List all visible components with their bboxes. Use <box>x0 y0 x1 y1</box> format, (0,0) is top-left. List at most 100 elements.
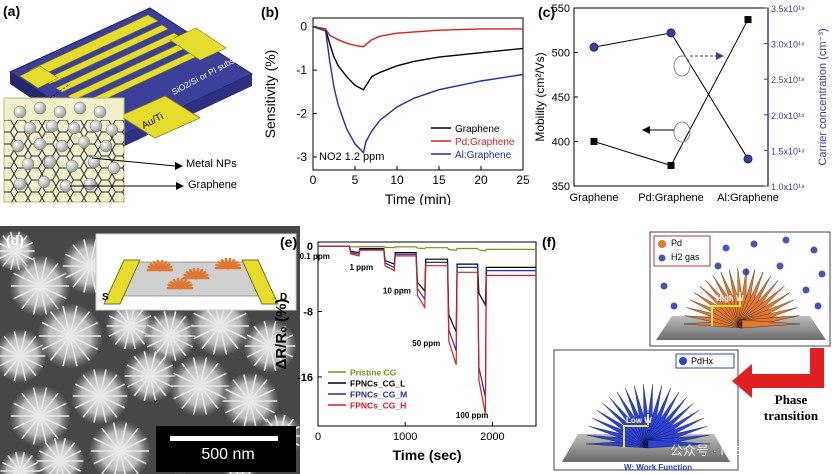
legend-entry: FPNCs_CG_L <box>350 379 405 389</box>
series-line-pristine-cg <box>318 245 536 252</box>
legend-entry: Graphene <box>455 124 500 135</box>
legend-entry: FPNCs_CG_M <box>350 390 407 400</box>
nanoflower <box>222 373 278 429</box>
petal <box>647 439 711 449</box>
h2-molecule <box>660 282 668 290</box>
pdhx-legend-icon <box>679 357 687 365</box>
nanoflower <box>244 320 296 372</box>
plot-frame <box>317 241 537 427</box>
inset-nanoflower <box>166 277 194 290</box>
phase-transition-label: Phase transition <box>763 392 819 423</box>
nanoflower <box>190 296 250 356</box>
concentration-label: 0.1 ppm <box>300 252 330 261</box>
metal-nanoparticle <box>65 159 79 173</box>
y-tick-label: 500 <box>552 48 570 60</box>
x-category-label: Al:Graphene <box>717 192 779 204</box>
carrier-point <box>666 28 676 38</box>
y-tick-label: 550 <box>552 3 570 15</box>
panel-label-c: (c) <box>538 4 556 20</box>
nanoflower <box>0 330 46 382</box>
chart-c: 350 400 450 500 550 1.0x10¹⁹ 1.5x10¹⁹ 2.0x10¹⁹ 2… <box>533 3 829 204</box>
pdhx-legend-label: PdHx <box>691 356 714 366</box>
nanoflower <box>10 256 70 316</box>
y-tick-label: 450 <box>552 92 570 104</box>
y-tick-label: 400 <box>552 137 570 149</box>
x-tick-label: 25 <box>516 173 530 187</box>
carrier-point <box>589 42 599 52</box>
metal-nanoparticle <box>45 119 59 133</box>
chart-b: 0 5 10 15 20 25 0 -1 -2 -3 Time (min) Sensitivity (… <box>262 17 530 205</box>
pdhx-legend-box <box>675 353 735 369</box>
metal-nanoparticle <box>13 105 27 119</box>
y-tick-label: -16 <box>297 372 313 384</box>
panel-label-d: (d) <box>6 232 24 248</box>
panel-label-b: (b) <box>261 4 279 20</box>
nanoflower <box>0 451 40 474</box>
x-tick-label: 2000 <box>480 431 504 443</box>
h2-molecule <box>714 262 722 270</box>
graphene-label: Graphene <box>188 179 237 191</box>
sem-image <box>0 226 300 474</box>
y-tick-label: 0 <box>300 20 307 34</box>
scalebar-box <box>156 426 296 472</box>
y2-axis-label: Carrier concentration (cm⁻³) <box>817 28 829 165</box>
watermark: 公众号 · MEMS <box>670 443 760 458</box>
y2-tick-label: 1.5x10¹⁹ <box>771 146 805 156</box>
metal-nanoparticle <box>89 119 103 133</box>
device-schematic <box>3 7 254 203</box>
metal-nanoparticle <box>99 139 113 153</box>
inset-nanoflower <box>146 259 174 272</box>
panel-label-f: (f) <box>542 234 556 250</box>
carrier-line <box>593 32 749 160</box>
metal-nanoparticle <box>83 177 97 191</box>
y-axis-label: Mobility (cm²/Vs) <box>533 52 547 141</box>
metal-nanoparticle <box>21 157 35 171</box>
nanoflower <box>10 386 70 446</box>
nps-pointer-line <box>91 157 176 167</box>
metal-nanoparticles <box>11 101 121 193</box>
panel-f: (f) Pd H2 gas PdHx High W Low W Phase tr… <box>540 226 832 474</box>
panel-label-a: (a) <box>3 3 21 19</box>
series-line-fpncs-cg-l <box>318 245 536 333</box>
carrier-guide-circle <box>673 55 691 77</box>
y-axis-label: Sensitivity (%) <box>262 50 278 139</box>
metal-nps-label: Metal NPs <box>186 158 237 170</box>
mechanism-schematic <box>553 231 831 471</box>
legend-entry: Pd:Graphene <box>455 137 515 148</box>
panel-d: (d) S D 500 nm <box>0 226 300 474</box>
scalebar-label: 500 nm <box>201 446 255 463</box>
concentration-label: 100 ppm <box>456 411 488 420</box>
x-tick-label: 20 <box>474 173 488 187</box>
h2-legend-icon <box>658 254 666 262</box>
concentration-label: 50 ppm <box>412 339 440 348</box>
metal-nanoparticle <box>23 121 37 135</box>
nanoflower <box>144 310 196 362</box>
legend-entry: FPNCs_CG_H <box>350 401 406 411</box>
series-line-fpncs-cg-h <box>318 245 536 414</box>
y-tick-label: -2 <box>296 107 307 121</box>
high-w-label: High W <box>716 294 744 303</box>
nanoflower <box>72 368 128 424</box>
concentration-label: 1 ppm <box>350 263 374 272</box>
low-w-label: Low W <box>626 416 652 425</box>
pd-legend-label: Pd <box>671 238 683 248</box>
x-tick-label: 0 <box>310 173 317 187</box>
pd-legend-icon <box>658 240 666 248</box>
electrode-d-label: D <box>280 292 288 303</box>
nanoflower <box>36 437 84 474</box>
petal <box>741 319 801 329</box>
legend-entry: Pristine CG <box>350 368 397 378</box>
metal-nanoparticle <box>53 105 67 119</box>
mobility-guide-circle <box>673 121 691 143</box>
y-tick-label: 0 <box>307 241 313 253</box>
mobility-point <box>590 138 598 145</box>
carrier-point <box>743 154 753 164</box>
work-function-footnote: W: Work Function <box>624 463 693 472</box>
x-tick-label: 1000 <box>393 431 417 443</box>
h2-molecule <box>670 302 678 310</box>
panel-c: 350 400 450 500 550 1.0x10¹⁹ 1.5x10¹⁹ 2.0x10¹⁹ 2… <box>530 0 832 210</box>
series-line-pd-graphene <box>312 26 523 48</box>
y2-tick-label: 3.5x10¹⁹ <box>771 4 805 14</box>
y-tick-label: -3 <box>296 150 307 164</box>
nanoflower <box>124 350 176 402</box>
